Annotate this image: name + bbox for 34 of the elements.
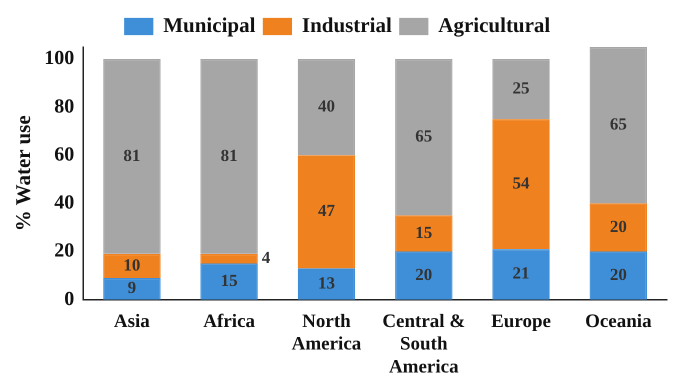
data-label: 65	[415, 126, 432, 146]
data-label: 40	[318, 96, 335, 116]
y-tick-label: 60	[54, 143, 74, 166]
x-tick-label: Africa	[203, 310, 256, 332]
data-label: 81	[220, 146, 238, 165]
legend-label: Municipal	[163, 12, 256, 37]
legend-label: Industrial	[302, 12, 392, 37]
data-label: 15	[415, 222, 432, 242]
y-tick-label: 80	[54, 95, 74, 118]
y-axis-title: % Water use	[11, 115, 36, 232]
x-tick-label: Oceania	[585, 310, 652, 332]
data-label: 21	[512, 264, 530, 283]
data-label: 10	[123, 255, 140, 274]
y-tick-label: 20	[54, 240, 74, 262]
data-label: 20	[415, 264, 432, 284]
y-tick-label: 0	[64, 288, 74, 310]
legend-label: Agricultural	[438, 12, 550, 37]
data-label: 15	[220, 270, 238, 290]
data-label: 4	[262, 248, 271, 268]
data-label: 54	[512, 174, 530, 193]
x-tick-label: Central & South America	[382, 310, 466, 378]
y-tick-label: 100	[44, 47, 74, 70]
x-tick-label: Asia	[114, 310, 150, 332]
data-label: 25	[512, 78, 530, 98]
data-label: 9	[128, 278, 136, 298]
x-tick-label: Europe	[491, 310, 551, 332]
y-tick-label: 40	[54, 192, 74, 214]
x-tick-label: North America	[292, 310, 362, 355]
data-label: 20	[610, 264, 627, 284]
data-label: 47	[318, 201, 336, 220]
data-label: 81	[123, 146, 140, 165]
data-label: 65	[610, 114, 627, 134]
data-label: 13	[318, 273, 335, 292]
data-label: 20	[610, 216, 627, 236]
